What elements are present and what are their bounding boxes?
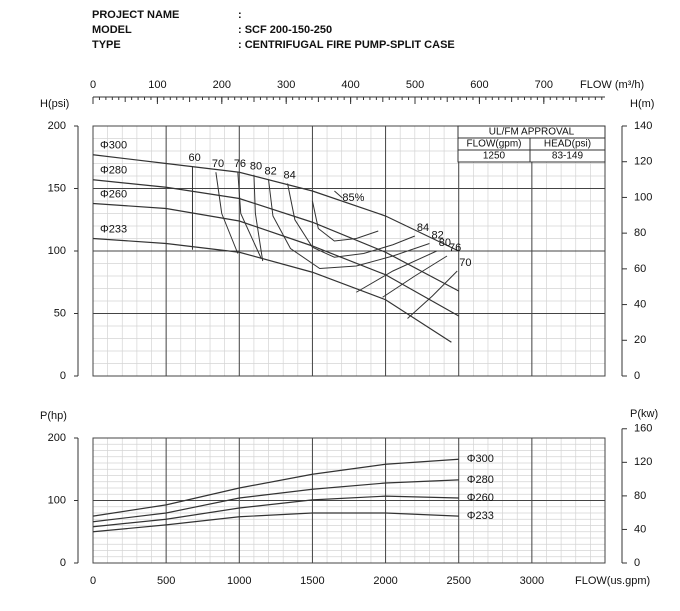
header-value: : CENTRIFUGAL FIRE PUMP-SPLIT CASE [238, 39, 455, 51]
efficiency-label: 76 [449, 242, 461, 254]
efficiency-curve [237, 172, 448, 298]
x-tick-label: 500 [157, 575, 175, 587]
y2-tick-label: 120 [634, 456, 652, 468]
efficiency-label: 76 [234, 158, 246, 170]
efficiency-curve [215, 172, 458, 319]
x-tick-label: 0 [90, 575, 96, 587]
y-tick-label: 0 [60, 557, 66, 569]
x-tick-label: 2500 [446, 575, 470, 587]
series-label: Φ300 [100, 140, 127, 152]
curve [92, 512, 459, 533]
y-axis-label: P(hp) [40, 410, 67, 422]
approval-table [457, 125, 606, 163]
x-axis-label: FLOW(us.gpm) [575, 575, 650, 587]
efficiency-label: 82 [431, 229, 443, 241]
y2-tick-label: 20 [634, 334, 646, 346]
curve [92, 179, 459, 292]
series-label: Φ260 [467, 492, 494, 504]
table-cell: 83-149 [552, 151, 584, 162]
x-tick-label: 2000 [373, 575, 397, 587]
table-title: UL/FM APPROVAL [489, 127, 575, 138]
x2-tick-label: 300 [277, 79, 295, 91]
x-tick-label: 1500 [300, 575, 324, 587]
efficiency-curve [311, 200, 379, 242]
efficiency-curve [287, 183, 416, 258]
y-axis-label: H(psi) [40, 98, 69, 110]
efficiency-curve [253, 174, 437, 293]
curve [92, 237, 452, 343]
efficiency-label: 85% [342, 192, 364, 204]
efficiency-label: 60 [188, 152, 200, 164]
y-tick-label: 50 [54, 307, 66, 319]
y2-tick-label: 120 [634, 156, 652, 168]
curve [92, 479, 459, 523]
x2-tick-label: 600 [470, 79, 488, 91]
y-tick-label: 0 [60, 370, 66, 382]
x2-axis-label: FLOW (m³/h) [580, 79, 644, 91]
x2-tick-label: 0 [90, 79, 96, 91]
y2-tick-label: 60 [634, 263, 646, 275]
table-header: FLOW(gpm) [467, 139, 522, 150]
header-value: : SCF 200-150-250 [238, 24, 332, 36]
curve [92, 495, 459, 528]
curve [92, 458, 459, 517]
efficiency-label: 82 [265, 166, 277, 178]
y-tick-label: 100 [48, 494, 66, 506]
efficiency-label: 84 [284, 169, 296, 181]
series-label: Φ280 [467, 474, 494, 486]
efficiency-label: 84 [417, 222, 429, 234]
y2-tick-label: 40 [634, 523, 646, 535]
header-label: MODEL [92, 24, 132, 36]
series-label: Φ233 [467, 510, 494, 522]
y-tick-label: 100 [48, 245, 66, 257]
curve [92, 202, 460, 317]
series-label: Φ260 [100, 188, 127, 200]
x2-tick-label: 100 [148, 79, 166, 91]
header-label: PROJECT NAME [92, 9, 179, 21]
x2-tick-label: 700 [535, 79, 553, 91]
y2-tick-label: 0 [634, 557, 640, 569]
efficiency-label: 80 [439, 237, 451, 249]
plot-frame [92, 125, 606, 377]
y2-tick-label: 80 [634, 490, 646, 502]
x2-tick-label: 400 [341, 79, 359, 91]
efficiency-label: 70 [212, 158, 224, 170]
header-label: TYPE [92, 39, 121, 51]
series-label: Φ233 [100, 223, 127, 235]
y2-axis-label: P(kw) [630, 408, 658, 420]
efficiency-curve [268, 179, 430, 270]
plot-frame [92, 437, 606, 564]
leader-line [334, 190, 343, 199]
x2-tick-label: 200 [213, 79, 231, 91]
efficiency-label: 70 [459, 257, 471, 269]
curve [92, 154, 459, 252]
x-tick-label: 1000 [227, 575, 251, 587]
y2-tick-label: 40 [634, 298, 646, 310]
efficiency-label: 80 [250, 161, 262, 173]
y-tick-label: 200 [48, 432, 66, 444]
y2-tick-label: 140 [634, 120, 652, 132]
y2-tick-label: 0 [634, 370, 640, 382]
series-label: Φ300 [467, 453, 494, 465]
y2-tick-label: 160 [634, 423, 652, 435]
y-tick-label: 150 [48, 182, 66, 194]
y2-tick-label: 100 [634, 191, 652, 203]
y2-axis-label: H(m) [630, 98, 654, 110]
series-label: Φ280 [100, 165, 127, 177]
table-cell: 1250 [483, 151, 506, 162]
table-header: HEAD(psi) [544, 139, 591, 150]
y2-tick-label: 80 [634, 227, 646, 239]
header-value: : [238, 9, 242, 21]
x-tick-label: 3000 [520, 575, 544, 587]
x2-tick-label: 500 [406, 79, 424, 91]
y-tick-label: 200 [48, 120, 66, 132]
